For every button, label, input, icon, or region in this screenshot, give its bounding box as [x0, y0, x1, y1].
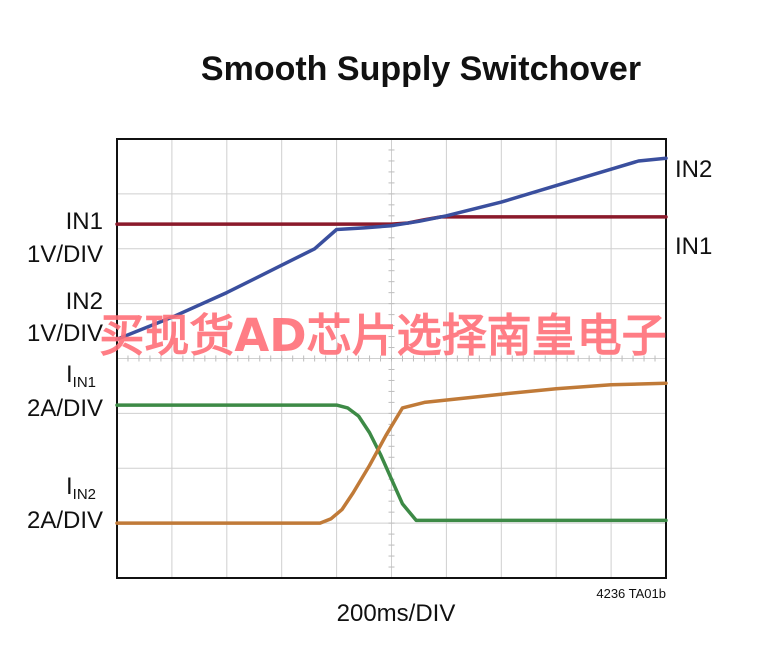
left-label-iin2-name: IIN2	[66, 473, 96, 503]
x-axis-label: 200ms/DIV	[337, 600, 456, 627]
watermark-text: 买现货AD芯片选择南皇电子	[99, 309, 666, 362]
chart-title: Smooth Supply Switchover	[201, 50, 641, 88]
left-label-in1-name: IN1	[66, 208, 103, 235]
left-label-in2-name: IN2	[66, 288, 103, 315]
left-label-iin2-scale: 2A/DIV	[27, 507, 103, 534]
left-label-iin1-scale: 2A/DIV	[27, 395, 103, 422]
trace-iin2	[115, 381, 668, 525]
left-label-in2-scale: 1V/DIV	[27, 320, 103, 347]
left-label-iin1-name: IIN1	[66, 361, 96, 391]
trace-in2	[115, 156, 668, 342]
trace-iin1	[115, 403, 668, 523]
figure-code: 4236 TA01b	[596, 586, 666, 601]
left-label-in1-scale: 1V/DIV	[27, 241, 103, 268]
plot-frame	[116, 138, 667, 579]
trace-group	[115, 156, 668, 525]
right-label-in1: IN1	[675, 233, 712, 260]
right-label-in2: IN2	[675, 156, 712, 183]
oscilloscope-grid	[117, 139, 666, 578]
